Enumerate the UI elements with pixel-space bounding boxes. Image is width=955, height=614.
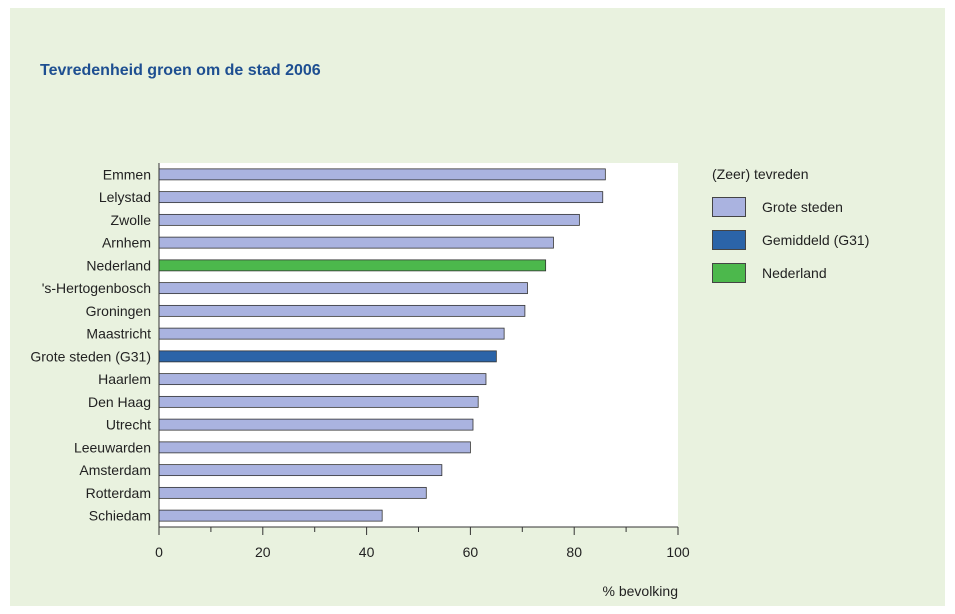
bar-amsterdam bbox=[158, 464, 443, 477]
legend-swatch-grote-steden bbox=[712, 197, 746, 217]
x-axis-label: % bevolking bbox=[603, 583, 679, 599]
legend-label-gemiddeld: Gemiddeld (G31) bbox=[762, 232, 870, 248]
bar-schiedam bbox=[158, 509, 383, 522]
x-tick-label: 100 bbox=[666, 544, 690, 560]
y-tick-label: Haarlem bbox=[98, 371, 151, 387]
legend: (Zeer) tevreden Grote steden Gemiddeld (… bbox=[712, 166, 869, 295]
x-tick-label: 0 bbox=[155, 544, 163, 560]
bar-den-haag bbox=[158, 395, 479, 408]
bar-utrecht bbox=[158, 418, 474, 431]
bar-lelystad bbox=[158, 191, 604, 204]
y-tick-label: Utrecht bbox=[106, 417, 151, 433]
y-tick-label: Maastricht bbox=[86, 326, 151, 342]
legend-swatch-nederland bbox=[712, 263, 746, 283]
bar-nederland bbox=[158, 259, 547, 272]
bar-groningen bbox=[158, 304, 526, 317]
y-tick-label: Den Haag bbox=[88, 394, 151, 410]
y-tick-label: Leeuwarden bbox=[74, 439, 151, 455]
x-tick-label: 60 bbox=[463, 544, 479, 560]
legend-item-gemiddeld: Gemiddeld (G31) bbox=[712, 229, 869, 251]
legend-label-nederland: Nederland bbox=[762, 265, 827, 281]
bar-s-hertogenbosch bbox=[158, 282, 528, 295]
bar-emmen bbox=[158, 168, 606, 181]
legend-item-nederland: Nederland bbox=[712, 262, 869, 284]
y-tick-label: Lelystad bbox=[99, 189, 151, 205]
y-tick-label: 's-Hertogenbosch bbox=[42, 280, 151, 296]
bar-zwolle bbox=[158, 213, 580, 226]
bar-haarlem bbox=[158, 373, 487, 386]
legend-item-grote-steden: Grote steden bbox=[712, 196, 869, 218]
x-tick-label: 40 bbox=[359, 544, 375, 560]
legend-title: (Zeer) tevreden bbox=[712, 166, 809, 182]
y-tick-label: Nederland bbox=[86, 257, 151, 273]
chart-title: Tevredenheid groen om de stad 2006 bbox=[40, 62, 321, 79]
bar-grote-steden-g31 bbox=[158, 350, 497, 363]
x-tick-label: 20 bbox=[255, 544, 271, 560]
bar-arnhem bbox=[158, 236, 554, 249]
bar-leeuwarden bbox=[158, 441, 471, 454]
y-tick-label: Emmen bbox=[103, 166, 151, 182]
legend-label-grote-steden: Grote steden bbox=[762, 199, 843, 215]
bar-maastricht bbox=[158, 327, 505, 340]
bar-rotterdam bbox=[158, 486, 427, 499]
y-tick-label: Zwolle bbox=[111, 212, 152, 228]
y-tick-label: Schiedam bbox=[89, 508, 151, 524]
y-tick-label: Arnhem bbox=[102, 235, 151, 251]
y-tick-label: Rotterdam bbox=[86, 485, 151, 501]
y-tick-label: Grote steden (G31) bbox=[30, 348, 151, 364]
y-tick-label: Groningen bbox=[86, 303, 151, 319]
y-tick-label: Amsterdam bbox=[79, 462, 151, 478]
x-tick-label: 80 bbox=[566, 544, 582, 560]
legend-swatch-gemiddeld bbox=[712, 230, 746, 250]
